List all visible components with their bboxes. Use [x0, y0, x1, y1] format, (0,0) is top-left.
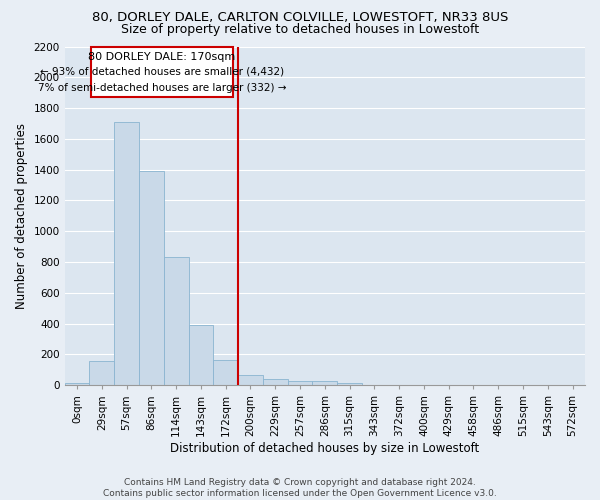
- Bar: [238, 374, 263, 386]
- Bar: [164, 256, 188, 386]
- Bar: [188, 325, 214, 386]
- Text: ← 93% of detached houses are smaller (4,432): ← 93% of detached houses are smaller (4,…: [40, 67, 284, 77]
- Bar: [263, 379, 287, 386]
- Bar: [337, 383, 362, 386]
- Bar: [214, 360, 238, 386]
- Bar: [287, 380, 313, 386]
- Text: 80, DORLEY DALE, CARLTON COLVILLE, LOWESTOFT, NR33 8US: 80, DORLEY DALE, CARLTON COLVILLE, LOWES…: [92, 12, 508, 24]
- Bar: [313, 380, 337, 386]
- Text: Size of property relative to detached houses in Lowestoft: Size of property relative to detached ho…: [121, 22, 479, 36]
- X-axis label: Distribution of detached houses by size in Lowestoft: Distribution of detached houses by size …: [170, 442, 479, 455]
- Y-axis label: Number of detached properties: Number of detached properties: [15, 123, 28, 309]
- Text: 80 DORLEY DALE: 170sqm: 80 DORLEY DALE: 170sqm: [88, 52, 236, 62]
- Bar: [139, 171, 164, 386]
- FancyBboxPatch shape: [91, 48, 233, 96]
- Bar: [114, 122, 139, 386]
- Text: Contains HM Land Registry data © Crown copyright and database right 2024.
Contai: Contains HM Land Registry data © Crown c…: [103, 478, 497, 498]
- Text: 7% of semi-detached houses are larger (332) →: 7% of semi-detached houses are larger (3…: [38, 82, 286, 92]
- Bar: [89, 362, 114, 386]
- Bar: [65, 383, 89, 386]
